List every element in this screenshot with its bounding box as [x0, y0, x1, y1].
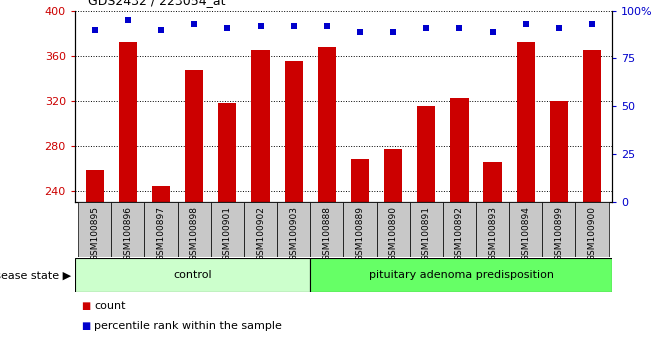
Point [189, 21, 199, 27]
FancyBboxPatch shape [409, 202, 443, 257]
Bar [152, 186, 170, 202]
Text: ■: ■ [81, 301, 90, 311]
Bar [450, 98, 469, 202]
Point [122, 17, 133, 23]
Text: GSM100900: GSM100900 [588, 206, 596, 261]
FancyBboxPatch shape [75, 258, 311, 292]
Text: GSM100891: GSM100891 [422, 206, 431, 261]
FancyBboxPatch shape [476, 202, 509, 257]
Bar [185, 70, 203, 202]
Text: GDS2432 / 223054_at: GDS2432 / 223054_at [88, 0, 225, 7]
Point [156, 27, 166, 33]
FancyBboxPatch shape [509, 202, 542, 257]
Point [288, 23, 299, 29]
Bar [583, 50, 601, 202]
Text: GSM100892: GSM100892 [455, 206, 464, 261]
Point [90, 27, 100, 33]
FancyBboxPatch shape [78, 202, 111, 257]
Bar [251, 50, 270, 202]
Bar [218, 103, 236, 202]
Point [554, 25, 564, 31]
Text: GSM100896: GSM100896 [124, 206, 132, 261]
Bar [517, 42, 535, 202]
Text: GSM100903: GSM100903 [289, 206, 298, 261]
Text: GSM100901: GSM100901 [223, 206, 232, 261]
Text: GSM100889: GSM100889 [355, 206, 365, 261]
Point [322, 23, 332, 29]
FancyBboxPatch shape [443, 202, 476, 257]
FancyBboxPatch shape [311, 202, 344, 257]
FancyBboxPatch shape [575, 202, 609, 257]
Bar [484, 162, 502, 202]
Text: ■: ■ [81, 321, 90, 331]
Bar [86, 170, 104, 202]
Bar [118, 42, 137, 202]
FancyBboxPatch shape [178, 202, 211, 257]
Text: GSM100899: GSM100899 [555, 206, 563, 261]
Bar [351, 159, 369, 202]
Bar [550, 101, 568, 202]
Text: GSM100888: GSM100888 [322, 206, 331, 261]
Point [454, 25, 465, 31]
Text: GSM100897: GSM100897 [156, 206, 165, 261]
Text: control: control [173, 270, 212, 280]
Point [521, 21, 531, 27]
Text: count: count [94, 301, 126, 311]
Bar [318, 47, 336, 202]
Point [421, 25, 432, 31]
Text: GSM100895: GSM100895 [90, 206, 99, 261]
Text: GSM100902: GSM100902 [256, 206, 265, 261]
FancyBboxPatch shape [376, 202, 409, 257]
Point [355, 29, 365, 34]
FancyBboxPatch shape [311, 258, 612, 292]
FancyBboxPatch shape [111, 202, 145, 257]
Text: pituitary adenoma predisposition: pituitary adenoma predisposition [368, 270, 553, 280]
Point [222, 25, 232, 31]
FancyBboxPatch shape [542, 202, 575, 257]
FancyBboxPatch shape [211, 202, 244, 257]
FancyBboxPatch shape [145, 202, 178, 257]
Point [388, 29, 398, 34]
Point [488, 29, 498, 34]
Text: disease state ▶: disease state ▶ [0, 270, 72, 280]
Point [255, 23, 266, 29]
Text: GSM100898: GSM100898 [189, 206, 199, 261]
Bar [384, 149, 402, 202]
Text: GSM100893: GSM100893 [488, 206, 497, 261]
FancyBboxPatch shape [244, 202, 277, 257]
Point [587, 21, 597, 27]
FancyBboxPatch shape [344, 202, 376, 257]
Text: GSM100890: GSM100890 [389, 206, 398, 261]
Text: GSM100894: GSM100894 [521, 206, 531, 261]
Bar [417, 106, 436, 202]
FancyBboxPatch shape [277, 202, 311, 257]
Text: percentile rank within the sample: percentile rank within the sample [94, 321, 283, 331]
Bar [284, 61, 303, 202]
